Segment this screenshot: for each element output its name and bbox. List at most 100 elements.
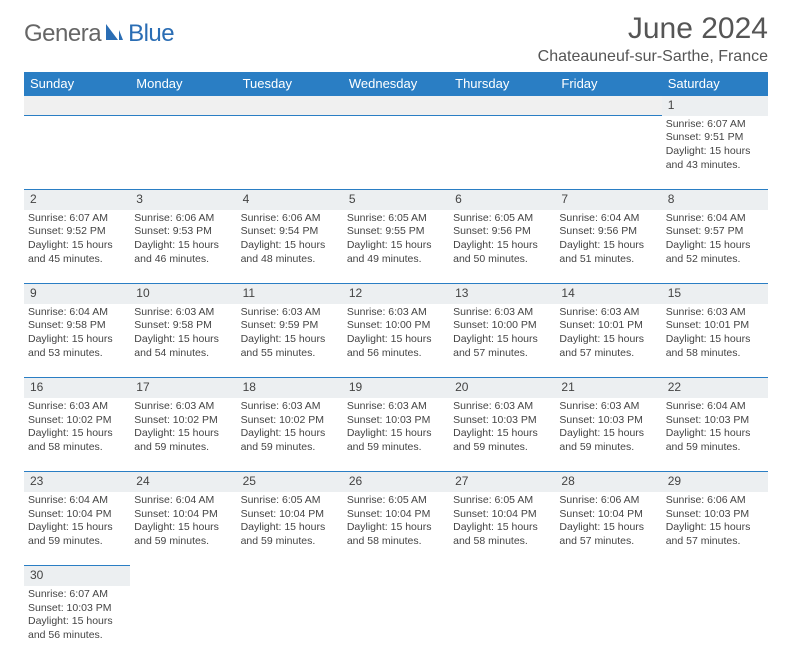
week-daynum-row: 30 — [24, 566, 768, 586]
day-header: Sunday — [24, 72, 130, 96]
sunrise-text: Sunrise: 6:05 AM — [453, 494, 551, 508]
empty-cell — [343, 566, 449, 586]
daylight-text-2: and 43 minutes. — [666, 159, 764, 173]
day-header: Monday — [130, 72, 236, 96]
week-daynum-row: 16171819202122 — [24, 378, 768, 398]
day-number: 15 — [662, 284, 768, 304]
day-number: 6 — [449, 190, 555, 210]
daylight-text-2: and 59 minutes. — [134, 441, 232, 455]
day-cell: Sunrise: 6:03 AMSunset: 10:01 PMDaylight… — [555, 304, 661, 378]
sunrise-text: Sunrise: 6:03 AM — [559, 400, 657, 414]
day-number: 26 — [343, 472, 449, 492]
month-title: June 2024 — [538, 12, 768, 46]
sunrise-text: Sunrise: 6:04 AM — [28, 494, 126, 508]
sunset-text: Sunset: 9:54 PM — [241, 225, 339, 239]
daylight-text-2: and 54 minutes. — [134, 347, 232, 361]
day-number: 29 — [662, 472, 768, 492]
daylight-text: Daylight: 15 hours — [666, 521, 764, 535]
daylight-text: Daylight: 15 hours — [28, 615, 126, 629]
day-number: 21 — [555, 378, 661, 398]
sunset-text: Sunset: 10:03 PM — [453, 414, 551, 428]
daylight-text-2: and 46 minutes. — [134, 253, 232, 267]
daylight-text-2: and 58 minutes. — [28, 441, 126, 455]
day-cell: Sunrise: 6:04 AMSunset: 9:56 PMDaylight:… — [555, 210, 661, 284]
day-cell: Sunrise: 6:07 AMSunset: 9:51 PMDaylight:… — [662, 116, 768, 190]
day-number: 12 — [343, 284, 449, 304]
daylight-text: Daylight: 15 hours — [134, 239, 232, 253]
day-cell: Sunrise: 6:04 AMSunset: 10:04 PMDaylight… — [24, 492, 130, 566]
week-content-row: Sunrise: 6:04 AMSunset: 9:58 PMDaylight:… — [24, 304, 768, 378]
daylight-text: Daylight: 15 hours — [559, 239, 657, 253]
day-cell: Sunrise: 6:06 AMSunset: 9:53 PMDaylight:… — [130, 210, 236, 284]
daylight-text: Daylight: 15 hours — [559, 333, 657, 347]
sunset-text: Sunset: 9:53 PM — [134, 225, 232, 239]
daylight-text: Daylight: 15 hours — [347, 333, 445, 347]
sunrise-text: Sunrise: 6:04 AM — [666, 400, 764, 414]
daylight-text-2: and 58 minutes. — [666, 347, 764, 361]
day-number: 30 — [24, 566, 130, 586]
daylight-text-2: and 56 minutes. — [28, 629, 126, 643]
day-cell: Sunrise: 6:07 AMSunset: 10:03 PMDaylight… — [24, 586, 130, 660]
sunset-text: Sunset: 10:02 PM — [134, 414, 232, 428]
day-cell: Sunrise: 6:04 AMSunset: 10:03 PMDaylight… — [662, 398, 768, 472]
daylight-text-2: and 59 minutes. — [666, 441, 764, 455]
day-number: 20 — [449, 378, 555, 398]
day-cell: Sunrise: 6:06 AMSunset: 9:54 PMDaylight:… — [237, 210, 343, 284]
day-number: 9 — [24, 284, 130, 304]
empty-cell — [24, 116, 130, 190]
sunrise-text: Sunrise: 6:06 AM — [559, 494, 657, 508]
daylight-text: Daylight: 15 hours — [453, 521, 551, 535]
sunset-text: Sunset: 9:52 PM — [28, 225, 126, 239]
daylight-text-2: and 57 minutes. — [559, 347, 657, 361]
day-cell: Sunrise: 6:05 AMSunset: 10:04 PMDaylight… — [237, 492, 343, 566]
empty-cell — [343, 96, 449, 116]
sunset-text: Sunset: 10:04 PM — [241, 508, 339, 522]
day-number: 5 — [343, 190, 449, 210]
day-number: 13 — [449, 284, 555, 304]
day-header: Saturday — [662, 72, 768, 96]
week-content-row: Sunrise: 6:04 AM Sunset: 10:04 PM Daylight… — [24, 492, 768, 566]
daylight-text: Daylight: 15 hours — [28, 239, 126, 253]
logo-word-1: Genera — [24, 20, 101, 48]
empty-cell — [449, 586, 555, 660]
day-number: 22 — [662, 378, 768, 398]
sunrise-text: Sunrise: 6:03 AM — [134, 400, 232, 414]
logo: Genera Blue — [24, 20, 174, 48]
empty-cell — [237, 96, 343, 116]
sunset-text: Sunset: 9:58 PM — [28, 319, 126, 333]
sunrise-text: Sunrise: 6:03 AM — [134, 306, 232, 320]
sunset-text: Sunset: 9:56 PM — [453, 225, 551, 239]
empty-cell — [662, 586, 768, 660]
day-cell: Sunrise: 6:06 AMSunset: 10:04 PMDaylight… — [555, 492, 661, 566]
day-number: 11 — [237, 284, 343, 304]
sunrise-text: Sunrise: 6:03 AM — [241, 306, 339, 320]
daylight-text: Daylight: 15 hours — [347, 239, 445, 253]
empty-cell — [449, 566, 555, 586]
daylight-text-2: and 49 minutes. — [347, 253, 445, 267]
sunrise-text: Sunrise: 6:03 AM — [453, 400, 551, 414]
day-number: 28 — [555, 472, 661, 492]
empty-cell — [237, 566, 343, 586]
sunset-text: Sunset: 10:00 PM — [347, 319, 445, 333]
day-cell: Sunrise: 6:04 AMSunset: 10:04 PMDaylight… — [130, 492, 236, 566]
sunrise-text: Sunrise: 6:03 AM — [347, 400, 445, 414]
daylight-text-2: and 59 minutes. — [28, 535, 126, 549]
day-cell: Sunrise: 6:05 AMSunset: 10:04 PMDaylight… — [343, 492, 449, 566]
daylight-text: Daylight: 15 hours — [453, 427, 551, 441]
daylight-text: Daylight: 15 hours — [666, 145, 764, 159]
daylight-text-2: and 57 minutes. — [453, 347, 551, 361]
daylight-text-2: and 52 minutes. — [666, 253, 764, 267]
empty-cell — [555, 96, 661, 116]
sunrise-text: Sunrise: 6:03 AM — [559, 306, 657, 320]
daylight-text-2: and 59 minutes. — [134, 535, 232, 549]
daylight-text-2: and 53 minutes. — [28, 347, 126, 361]
empty-cell — [237, 586, 343, 660]
sunset-text: Sunset: 10:03 PM — [347, 414, 445, 428]
day-header: Tuesday — [237, 72, 343, 96]
day-number: 14 — [555, 284, 661, 304]
day-number: 2 — [24, 190, 130, 210]
daylight-text-2: and 51 minutes. — [559, 253, 657, 267]
day-cell: Sunrise: 6:03 AMSunset: 10:02 PMDaylight… — [24, 398, 130, 472]
daylight-text: Daylight: 15 hours — [134, 333, 232, 347]
daylight-text: Daylight: 15 hours — [28, 521, 126, 535]
